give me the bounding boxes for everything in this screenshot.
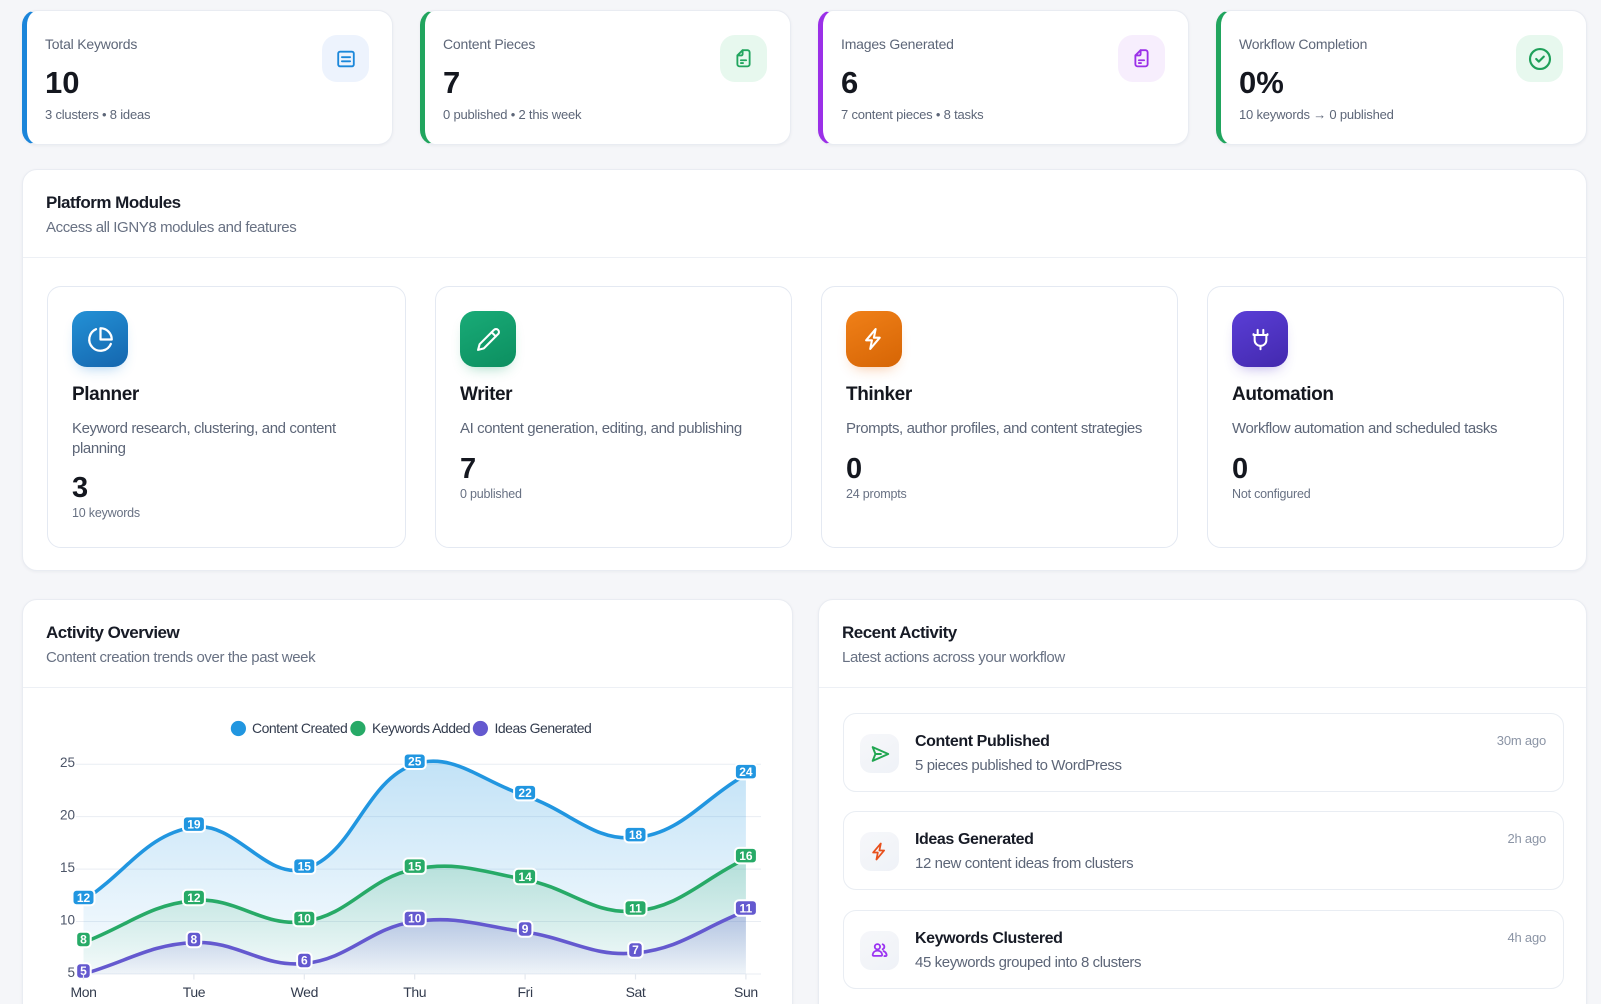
svg-text:15: 15 (298, 859, 312, 873)
svg-text:16: 16 (739, 849, 753, 863)
svg-text:11: 11 (629, 901, 642, 915)
svg-text:Keywords Added: Keywords Added (372, 720, 470, 736)
svg-text:Thu: Thu (403, 984, 426, 1000)
svg-text:11: 11 (740, 901, 753, 915)
svg-text:12: 12 (187, 891, 201, 905)
svg-text:18: 18 (629, 828, 643, 842)
svg-text:7: 7 (632, 943, 639, 957)
svg-text:8: 8 (191, 933, 198, 947)
svg-text:19: 19 (187, 817, 201, 831)
svg-text:15: 15 (408, 859, 422, 873)
svg-text:9: 9 (522, 922, 529, 936)
svg-text:10: 10 (408, 912, 422, 926)
svg-text:8: 8 (80, 933, 87, 947)
svg-text:Sat: Sat (626, 984, 646, 1000)
svg-text:Content Created: Content Created (252, 720, 347, 736)
svg-text:10: 10 (298, 912, 312, 926)
svg-text:Mon: Mon (70, 984, 96, 1000)
svg-text:6: 6 (301, 954, 308, 968)
svg-text:12: 12 (77, 891, 91, 905)
svg-text:5: 5 (67, 965, 75, 980)
svg-text:Sun: Sun (734, 984, 758, 1000)
svg-text:22: 22 (518, 786, 532, 800)
svg-text:25: 25 (60, 755, 75, 770)
svg-text:15: 15 (60, 860, 75, 875)
svg-text:Ideas Generated: Ideas Generated (495, 720, 592, 736)
svg-text:20: 20 (60, 808, 75, 823)
svg-text:25: 25 (408, 754, 422, 768)
svg-text:24: 24 (739, 765, 753, 779)
svg-text:Fri: Fri (518, 984, 533, 1000)
svg-text:Wed: Wed (291, 984, 318, 1000)
svg-text:Tue: Tue (183, 984, 206, 1000)
svg-text:14: 14 (518, 870, 532, 884)
svg-text:10: 10 (60, 913, 75, 928)
svg-text:5: 5 (80, 964, 87, 978)
